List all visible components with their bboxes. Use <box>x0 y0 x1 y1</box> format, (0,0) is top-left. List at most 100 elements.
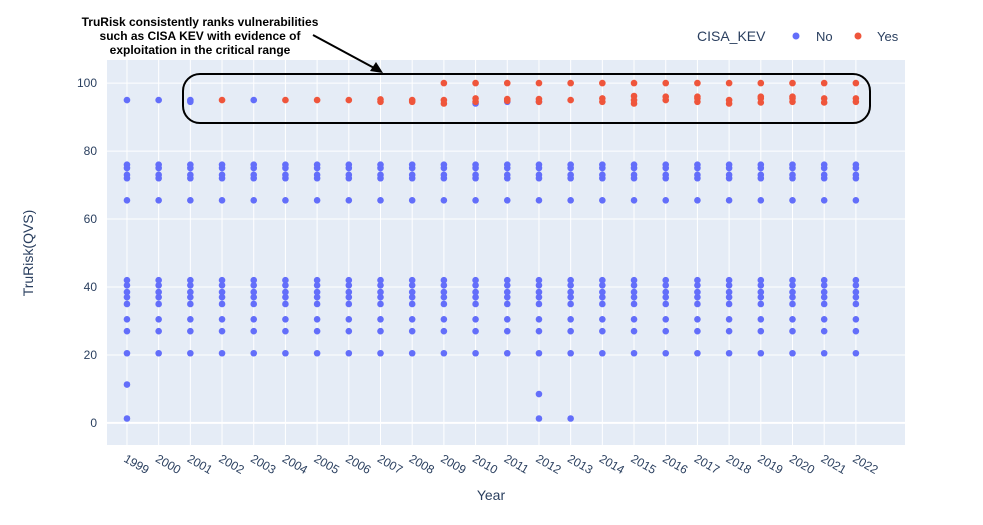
data-point-no <box>567 276 574 284</box>
x-tick-label: 2016 <box>660 451 690 477</box>
data-point-no <box>662 161 670 168</box>
data-point-no <box>820 276 828 284</box>
data-point-yes <box>472 79 479 87</box>
data-point-yes <box>535 95 543 103</box>
data-point-no <box>282 293 289 301</box>
data-point-no <box>282 315 289 323</box>
data-point-no <box>535 161 543 168</box>
data-point-yes <box>599 95 606 102</box>
data-point-no <box>408 288 416 296</box>
data-point-no <box>282 288 289 296</box>
data-point-no <box>440 281 448 289</box>
x-tick-label: 2001 <box>185 451 215 477</box>
x-tick-label: 2009 <box>438 451 468 477</box>
data-point-no <box>757 349 765 357</box>
data-point-no <box>123 96 131 104</box>
data-point-no <box>345 288 353 296</box>
data-point-no <box>694 276 701 284</box>
data-point-no <box>218 327 226 335</box>
data-point-no <box>503 281 511 289</box>
plot-area <box>107 60 905 445</box>
data-point-no <box>155 276 162 284</box>
x-tick-label: 2021 <box>819 451 849 477</box>
data-point-no <box>250 161 258 168</box>
data-point-no <box>250 293 258 301</box>
data-point-no <box>187 171 194 179</box>
data-point-no <box>123 161 131 168</box>
data-point-no <box>472 161 479 168</box>
data-point-no <box>725 293 733 301</box>
data-point-no <box>408 300 416 308</box>
data-point-no <box>852 281 860 289</box>
data-point-no <box>757 276 765 284</box>
data-point-no <box>820 293 828 301</box>
data-point-no <box>662 171 670 179</box>
data-point-no <box>852 276 860 284</box>
data-point-no <box>440 288 448 296</box>
y-tick-label: 100 <box>77 76 97 90</box>
data-point-no <box>820 161 828 168</box>
data-point-yes <box>440 79 448 87</box>
data-point-no <box>852 171 860 179</box>
data-point-no <box>187 281 194 289</box>
data-point-no <box>757 293 765 301</box>
data-point-no <box>725 288 733 296</box>
data-point-no <box>123 171 131 179</box>
data-point-no <box>408 171 416 179</box>
data-point-no <box>313 197 321 204</box>
data-point-no <box>250 288 258 296</box>
data-point-no <box>630 315 638 323</box>
gridlines <box>107 60 905 445</box>
legend-title: CISA_KEV <box>697 28 766 44</box>
x-tick-label: 2007 <box>375 451 405 477</box>
data-point-no <box>789 349 796 357</box>
data-point-no <box>567 281 574 289</box>
x-tick-label: 2017 <box>692 451 722 477</box>
data-point-no <box>630 327 638 335</box>
legend-marker-yes <box>854 32 862 40</box>
y-tick-label: 0 <box>90 416 97 430</box>
data-point-no <box>123 281 131 289</box>
data-point-no <box>662 276 670 284</box>
data-point-no <box>757 327 765 335</box>
data-point-no <box>250 300 258 308</box>
data-point-no <box>852 300 860 308</box>
data-point-no <box>218 276 226 284</box>
data-point-no <box>662 315 670 323</box>
x-tick-label: 2010 <box>470 451 500 477</box>
y-tick-labels: 0 20 40 60 80 100 <box>77 76 97 430</box>
data-point-no <box>123 288 131 296</box>
data-point-no <box>250 276 258 284</box>
data-point-no <box>155 281 162 289</box>
data-point-no <box>345 300 353 308</box>
data-point-no <box>694 315 701 323</box>
x-tick-labels: 1999 2000 2001 2002 2003 2004 2005 2006 2007 2008… <box>121 451 880 477</box>
data-point-no <box>820 327 828 335</box>
data-point-no <box>503 349 511 357</box>
data-point-no <box>218 171 226 179</box>
data-point-yes <box>662 93 670 100</box>
data-point-no <box>503 315 511 323</box>
data-point-no <box>789 197 796 204</box>
data-point-no <box>599 276 606 284</box>
data-point-no <box>599 288 606 296</box>
data-point-no <box>155 315 162 323</box>
legend-item-yes[interactable]: Yes <box>877 29 899 44</box>
data-point-yes <box>503 95 511 103</box>
data-point-no <box>472 171 479 179</box>
data-point-no <box>852 349 860 357</box>
data-point-no <box>187 288 194 296</box>
data-point-no <box>250 349 258 357</box>
data-point-no <box>155 300 162 308</box>
data-point-no <box>725 161 733 168</box>
y-tick-label: 40 <box>84 280 98 294</box>
data-point-no <box>820 281 828 289</box>
data-point-yes <box>852 95 860 102</box>
data-point-yes <box>789 79 796 87</box>
legend[interactable]: CISA_KEV No Yes <box>697 28 899 44</box>
data-point-no <box>408 161 416 168</box>
data-point-no <box>599 327 606 335</box>
data-point-no <box>599 349 606 357</box>
data-point-yes <box>535 79 543 87</box>
legend-item-no[interactable]: No <box>816 29 833 44</box>
